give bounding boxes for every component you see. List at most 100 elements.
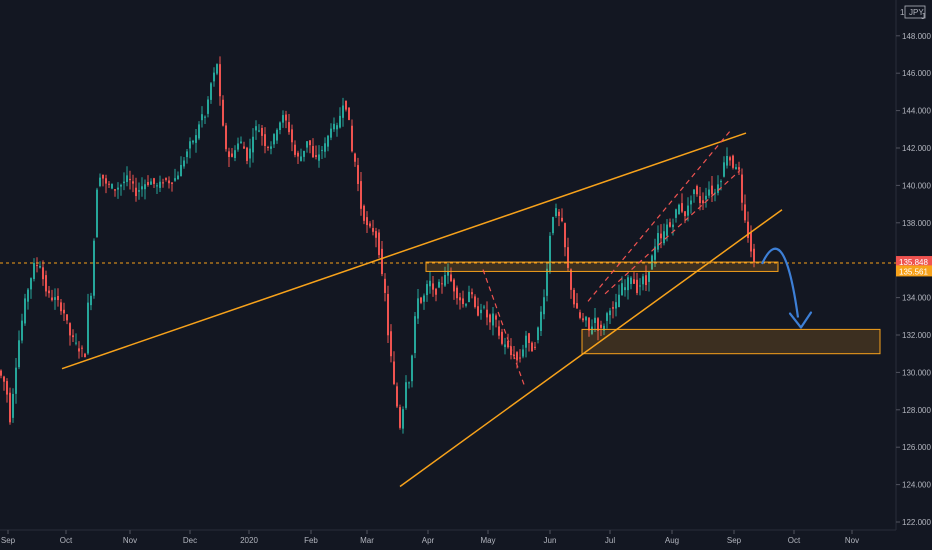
time-tick-label: Apr — [422, 536, 435, 545]
candle-up — [183, 160, 185, 167]
candle-up — [618, 294, 620, 308]
candle-up — [342, 105, 344, 118]
candle-up — [405, 382, 407, 408]
candle-down — [396, 386, 398, 407]
candle-down — [669, 222, 671, 227]
candle-up — [720, 181, 722, 183]
candle-up — [417, 298, 419, 319]
candle-up — [327, 135, 329, 147]
candle-up — [543, 297, 545, 315]
candle-down — [243, 146, 245, 149]
candle-down — [696, 186, 698, 195]
candle-up — [192, 140, 194, 143]
candle-up — [591, 326, 593, 334]
channel-line — [587, 130, 731, 302]
candle-up — [522, 349, 524, 357]
candle-down — [702, 200, 704, 204]
candle-down — [597, 318, 599, 331]
projection-arrowhead — [788, 311, 813, 329]
candle-up — [678, 204, 680, 215]
candle-down — [747, 221, 749, 238]
candle-up — [624, 287, 626, 291]
candle-up — [249, 148, 251, 159]
candle-down — [135, 187, 137, 197]
candle-down — [63, 309, 65, 314]
candle-down — [132, 181, 134, 184]
candle-down — [72, 335, 74, 338]
candle-up — [39, 266, 41, 268]
candle-up — [201, 114, 203, 121]
candle-up — [672, 224, 674, 228]
price-tick-label: 140.000 — [902, 181, 931, 190]
candle-down — [453, 279, 455, 292]
candle-up — [480, 309, 482, 314]
candle-up — [255, 126, 257, 131]
candle-up — [594, 317, 596, 323]
candle-up — [21, 320, 23, 341]
candle-down — [489, 314, 491, 323]
candle-up — [675, 209, 677, 218]
price-tag-label: 135.848 — [899, 258, 928, 267]
price-tick-label: 138.000 — [902, 219, 931, 228]
candle-up — [537, 327, 539, 341]
candle-up — [549, 235, 551, 272]
candle-down — [645, 275, 647, 286]
candle-down — [57, 295, 59, 301]
candle-up — [120, 184, 122, 187]
candle-up — [444, 274, 446, 286]
candle-down — [3, 376, 5, 382]
candle-up — [210, 83, 212, 100]
candle-up — [468, 291, 470, 303]
candle-down — [681, 203, 683, 212]
candle-down — [0, 370, 2, 376]
projection-arrow — [761, 247, 800, 318]
candle-up — [138, 190, 140, 192]
upper-trendline — [61, 132, 747, 370]
candle-up — [123, 181, 125, 184]
candle-down — [162, 182, 164, 184]
candle-up — [735, 167, 737, 170]
candle-down — [501, 331, 503, 344]
candle-up — [213, 72, 215, 82]
candle-down — [711, 185, 713, 195]
candle-up — [234, 150, 236, 159]
time-tick-label: Nov — [845, 536, 859, 545]
candle-down — [288, 122, 290, 133]
candle-up — [705, 195, 707, 200]
candle-up — [714, 192, 716, 194]
candle-down — [381, 248, 383, 275]
candle-down — [354, 153, 356, 162]
candle-up — [189, 141, 191, 149]
candle-down — [81, 347, 83, 349]
candle-down — [225, 125, 227, 150]
candle-down — [576, 303, 578, 309]
candle-down — [222, 99, 224, 126]
candle-down — [108, 183, 110, 185]
candle-down — [357, 165, 359, 184]
candle-up — [270, 146, 272, 149]
candle-up — [465, 304, 467, 306]
price-axis[interactable]: 122.000 124.000 126.000 128.000 130.000 132.0… — [896, 32, 931, 527]
channel-line — [604, 169, 741, 295]
candle-down — [153, 178, 155, 184]
candle-down — [291, 129, 293, 143]
candle-down — [369, 223, 371, 227]
svg-text:J: J — [921, 12, 925, 21]
candle-down — [360, 181, 362, 209]
candle-up — [300, 156, 302, 161]
candle-up — [15, 367, 17, 394]
candle-down — [498, 326, 500, 336]
candle-down — [348, 107, 350, 120]
time-axis[interactable]: Sep Oct Nov Dec 2020 Feb Mar Apr May Jun Jul Aug Sep… — [1, 530, 859, 545]
candle-down — [147, 182, 149, 186]
candle-up — [603, 325, 605, 331]
price-tick-label: 124.000 — [902, 481, 931, 490]
time-tick-label: Nov — [123, 536, 137, 545]
candle-down — [729, 157, 731, 161]
candle-up — [240, 141, 242, 143]
time-tick-label: Jul — [605, 536, 615, 545]
candle-up — [423, 295, 425, 302]
candle-down — [285, 114, 287, 121]
